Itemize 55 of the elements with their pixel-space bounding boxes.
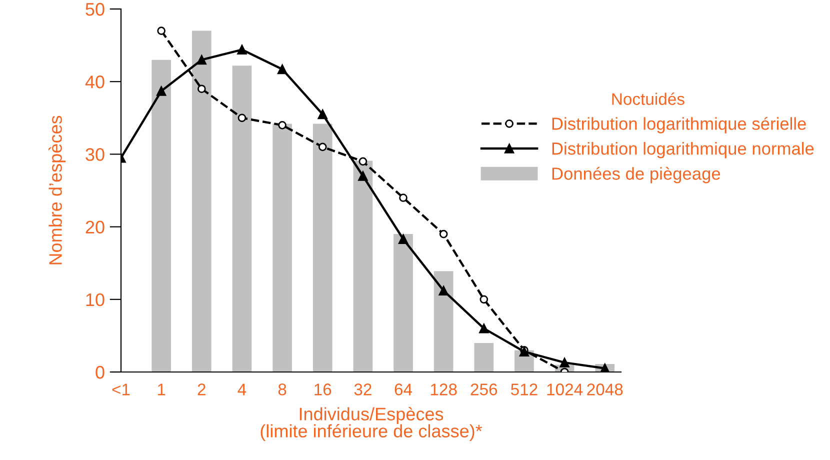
bar bbox=[312, 124, 332, 372]
bar bbox=[434, 271, 454, 372]
x-tick-label: 1024 bbox=[547, 384, 583, 396]
point bbox=[237, 44, 247, 55]
x-tick-label: 2 bbox=[198, 384, 206, 396]
x-tick-label: 128 bbox=[430, 384, 457, 396]
y-tick-label: 30 bbox=[86, 148, 104, 161]
y-tick-label: 10 bbox=[86, 293, 104, 306]
point bbox=[318, 109, 328, 120]
legend-title: Noctuidés bbox=[612, 92, 684, 105]
x-tick-label: 32 bbox=[354, 384, 372, 396]
legend-label: Distribution logarithmique sérielle bbox=[552, 116, 806, 134]
bar bbox=[232, 66, 252, 372]
y-axis-title: Nombre d’espèces bbox=[48, 116, 66, 264]
y-tick-label: 20 bbox=[86, 220, 104, 234]
bar bbox=[474, 342, 494, 372]
point bbox=[480, 295, 488, 304]
x-tick-label: 64 bbox=[394, 384, 412, 396]
x-tick-label: 256 bbox=[470, 384, 498, 396]
bar bbox=[394, 234, 413, 372]
point bbox=[398, 234, 408, 244]
y-tick-label: 40 bbox=[85, 76, 104, 88]
point bbox=[438, 286, 448, 296]
x-axis-title: Individus/Espèces (limite inférieure de classe)* bbox=[260, 406, 482, 442]
point bbox=[277, 64, 288, 74]
point bbox=[238, 114, 246, 122]
legend-label: Distribution logarithmique normale bbox=[552, 142, 814, 158]
point bbox=[439, 230, 448, 238]
bar bbox=[192, 30, 212, 372]
bar bbox=[353, 160, 373, 372]
bar bbox=[272, 124, 292, 372]
point bbox=[399, 194, 408, 202]
y-tick-label: 50 bbox=[86, 2, 104, 16]
x-tick-label: 8 bbox=[278, 384, 286, 396]
point bbox=[479, 324, 489, 334]
x-tick-label: 16 bbox=[314, 384, 332, 396]
point bbox=[278, 120, 286, 130]
point bbox=[197, 84, 206, 94]
point bbox=[157, 26, 166, 35]
point bbox=[358, 157, 368, 166]
point bbox=[560, 358, 570, 368]
legend-label: Données de piègeage bbox=[552, 166, 720, 184]
point bbox=[196, 54, 207, 65]
bar bbox=[152, 60, 171, 372]
point bbox=[519, 346, 530, 357]
x-tick-label: 512 bbox=[510, 384, 538, 396]
point bbox=[156, 86, 166, 96]
point bbox=[600, 364, 610, 372]
x-tick-label: 4 bbox=[238, 384, 246, 396]
x-tick-label: 1 bbox=[158, 384, 166, 396]
y-tick-label: 0 bbox=[96, 366, 104, 379]
point bbox=[318, 142, 327, 152]
point bbox=[358, 171, 368, 181]
x-tick-label: <1 bbox=[112, 384, 130, 396]
x-tick-label: 2048 bbox=[587, 384, 623, 396]
